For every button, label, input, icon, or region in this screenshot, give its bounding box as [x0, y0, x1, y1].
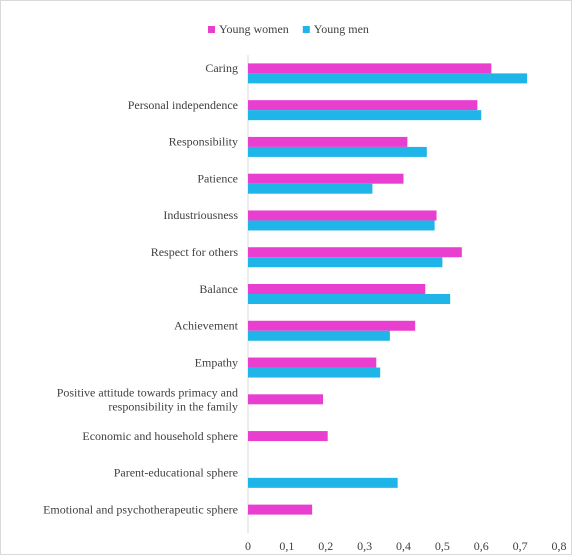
x-tick-label: 0,3	[357, 539, 372, 553]
y-tick-label: Personal independence	[128, 98, 238, 112]
bar	[248, 367, 381, 378]
bar	[248, 100, 478, 111]
y-tick-label: Balance	[199, 282, 238, 296]
y-tick-label: Caring	[205, 61, 238, 75]
bar	[248, 183, 373, 194]
bar	[248, 431, 328, 442]
y-tick-label: Empathy	[195, 355, 238, 369]
x-tick-label: 0,6	[474, 539, 489, 553]
x-tick-label: 0,7	[513, 539, 528, 553]
bar	[248, 173, 404, 184]
legend-label: Young women	[219, 22, 289, 36]
label-line: Positive attitude towards primacy and	[57, 385, 238, 399]
bar	[248, 477, 398, 488]
bar	[248, 220, 435, 231]
bar	[248, 330, 390, 341]
x-tick-label: 0,4	[396, 539, 411, 553]
legend-swatch	[302, 26, 310, 33]
bar	[248, 294, 451, 304]
y-tick-label: Responsibility	[169, 135, 238, 149]
label-line: responsibility in the family	[108, 399, 238, 413]
bar	[248, 284, 426, 294]
y-tick-label: Industriousness	[163, 208, 238, 222]
y-tick-label: Achievement	[174, 319, 239, 333]
bar	[248, 110, 482, 121]
y-tick-label: Patience	[197, 171, 238, 185]
y-tick-label: Economic and household sphere	[82, 429, 238, 443]
legend-label: Young men	[314, 22, 369, 36]
x-tick-label: 0,1	[279, 539, 294, 553]
legend-swatch	[208, 26, 215, 33]
bar	[248, 146, 427, 157]
bar	[248, 257, 443, 268]
bar	[248, 247, 462, 258]
bar	[248, 63, 492, 74]
bar	[248, 504, 313, 515]
bar	[248, 136, 408, 147]
x-tick-label: 0	[245, 539, 251, 553]
y-tick-label: Positive attitude towards primacy and res…	[57, 385, 238, 413]
bar	[248, 394, 324, 405]
x-tick-label: 0,5	[435, 539, 450, 553]
y-tick-label: Parent-educational sphere	[114, 466, 238, 480]
y-tick-label: Respect for others	[151, 245, 239, 259]
x-tick-label: 0,8	[552, 539, 567, 553]
x-tick-label: 0,2	[318, 539, 333, 553]
bar	[248, 210, 437, 221]
bar	[248, 73, 528, 84]
bar	[248, 357, 377, 368]
bar	[248, 320, 416, 331]
y-tick-label: Emotional and psychotherapeutic sphere	[43, 502, 238, 516]
